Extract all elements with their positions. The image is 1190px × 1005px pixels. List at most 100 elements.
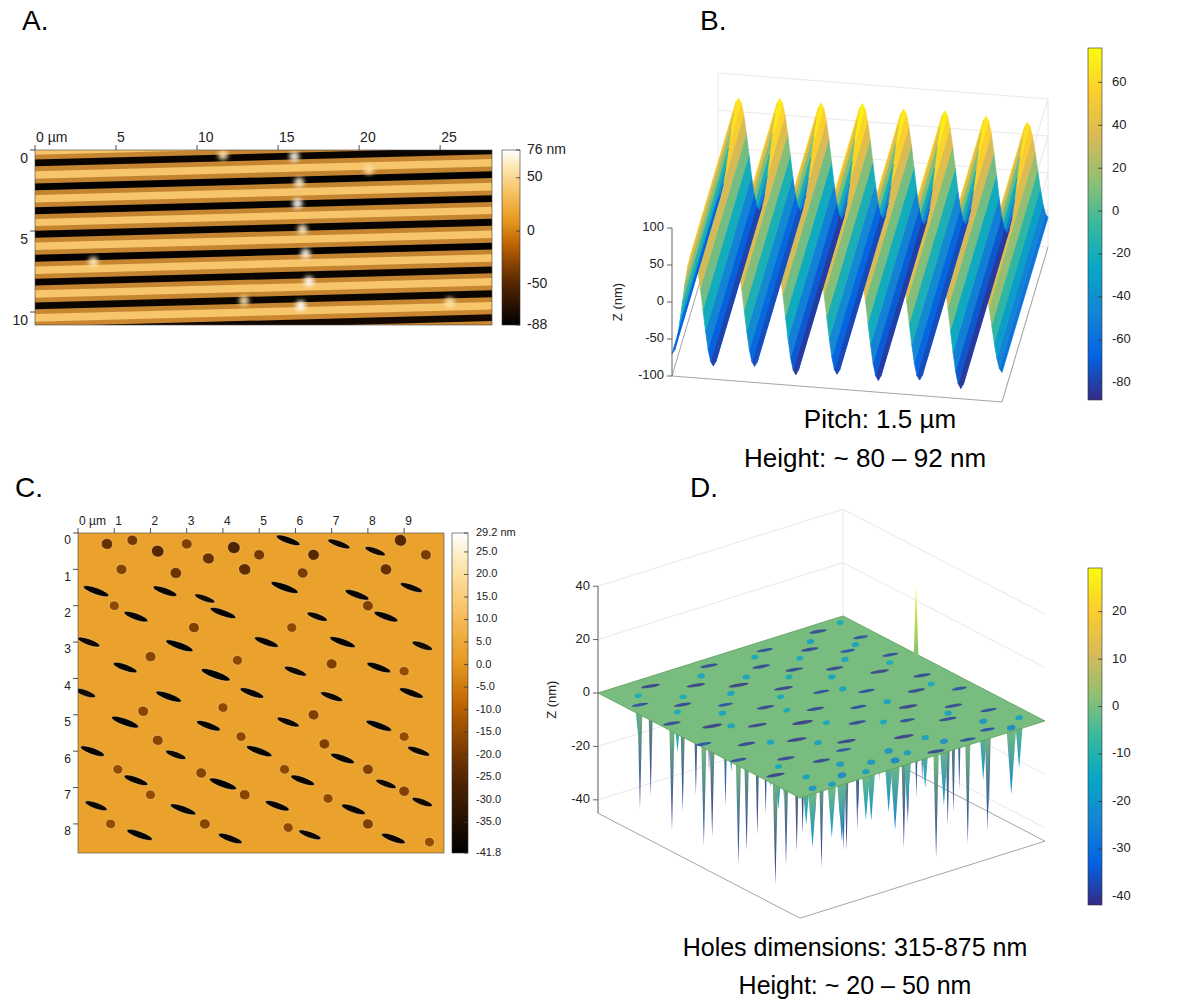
groove xyxy=(35,294,492,306)
colorbar-tick-label: -88 xyxy=(527,316,547,332)
hole xyxy=(883,699,891,705)
hole xyxy=(245,743,273,758)
image-frame xyxy=(78,533,444,853)
hole xyxy=(634,693,642,699)
hole xyxy=(728,682,749,689)
hole xyxy=(738,741,756,747)
hole xyxy=(907,687,925,693)
x-tick-label: 7 xyxy=(333,514,340,528)
x-tick-label: 1 xyxy=(115,514,122,528)
hole xyxy=(727,723,735,729)
hole xyxy=(217,701,230,713)
colorbar-tick xyxy=(1098,659,1102,660)
colorbar-tick xyxy=(1098,611,1102,612)
hole-spike xyxy=(637,705,642,809)
colorbar-tick xyxy=(464,799,468,800)
y-tick xyxy=(30,312,35,313)
hole xyxy=(115,563,129,576)
hole xyxy=(144,650,158,663)
hole xyxy=(1007,724,1017,731)
y-tick xyxy=(73,605,78,606)
colorbar-tick-label: -20 xyxy=(1112,793,1131,808)
colorbar-tick-label: 20 xyxy=(1112,160,1126,175)
groove xyxy=(35,246,492,258)
image-frame xyxy=(35,150,492,325)
hole xyxy=(235,730,248,742)
x-tick-label: 0 µm xyxy=(36,129,67,145)
colorbar-tick xyxy=(1098,848,1102,849)
hole xyxy=(848,719,866,725)
hole xyxy=(78,635,101,649)
hole xyxy=(361,817,375,830)
panel-letter: D. xyxy=(690,472,718,503)
hole xyxy=(756,647,773,653)
hole xyxy=(686,682,705,688)
caption: Height: ~ 80 – 92 nm xyxy=(744,443,986,473)
panel-letter: C. xyxy=(15,472,43,503)
x-tick-label: 20 xyxy=(360,129,376,145)
groove-shoulder xyxy=(35,175,492,187)
x-tick-label: 5 xyxy=(117,129,125,145)
hole xyxy=(217,831,243,846)
hole xyxy=(322,792,335,804)
colorbar-tick-label: 5.0 xyxy=(476,635,491,647)
z-tick-label: 100 xyxy=(642,219,664,234)
z-tick xyxy=(667,302,672,303)
x-tick xyxy=(278,145,279,150)
hole xyxy=(194,592,216,605)
colorbar-tick xyxy=(464,551,468,552)
hole xyxy=(165,638,195,654)
hole xyxy=(774,764,782,770)
hole xyxy=(742,674,750,680)
y-tick xyxy=(30,231,35,232)
hole xyxy=(786,736,807,743)
hole xyxy=(806,638,814,644)
colorbar-tick-label: -25.0 xyxy=(476,770,501,782)
hole xyxy=(674,709,682,715)
colorbar-tick xyxy=(1098,896,1102,897)
colorbar-tick xyxy=(1098,125,1102,126)
y-tick xyxy=(73,751,78,752)
hole xyxy=(361,599,375,612)
hole xyxy=(785,674,793,680)
colorbar-tick-label: -40 xyxy=(1112,288,1131,303)
y-tick-label: 4 xyxy=(64,679,71,693)
hole xyxy=(364,545,387,558)
z-tick-label: 0 xyxy=(657,293,664,308)
hole xyxy=(329,751,355,766)
y-tick-label: 5 xyxy=(64,715,71,729)
hole xyxy=(801,646,819,652)
hole xyxy=(841,656,849,662)
hole xyxy=(882,652,899,658)
hole xyxy=(812,757,830,763)
colorbar-tick xyxy=(464,732,468,733)
colorbar-tick-label: -30 xyxy=(1112,840,1131,855)
colorbar-tick-label: 40 xyxy=(1112,117,1126,132)
box-edge xyxy=(1048,99,1049,247)
hole xyxy=(126,827,154,842)
z-tick xyxy=(667,376,672,377)
hole xyxy=(111,763,124,775)
hole xyxy=(318,737,332,750)
hole xyxy=(104,818,117,830)
x-tick-label: 8 xyxy=(369,514,376,528)
hole xyxy=(697,673,705,679)
bump xyxy=(304,276,314,286)
hole xyxy=(407,744,431,758)
image-area xyxy=(78,533,444,853)
hole xyxy=(208,776,238,792)
figure: A.0 µm510152025051076 nm500-50-88B.-100-… xyxy=(0,0,1190,1005)
colorbar-tick xyxy=(516,231,520,232)
hole xyxy=(187,621,201,634)
surface-strip xyxy=(672,195,721,354)
hole xyxy=(952,686,968,692)
hole xyxy=(641,683,660,689)
hole-spike xyxy=(985,730,990,831)
colorbar-tick-label: -20 xyxy=(1112,245,1131,260)
colorbar-tick-label: -15.0 xyxy=(476,725,501,737)
hole-spike xyxy=(808,788,817,847)
surface xyxy=(78,533,444,853)
groove-shoulder xyxy=(35,222,492,234)
hole xyxy=(253,635,279,650)
z-tick-label: -40 xyxy=(571,791,590,806)
